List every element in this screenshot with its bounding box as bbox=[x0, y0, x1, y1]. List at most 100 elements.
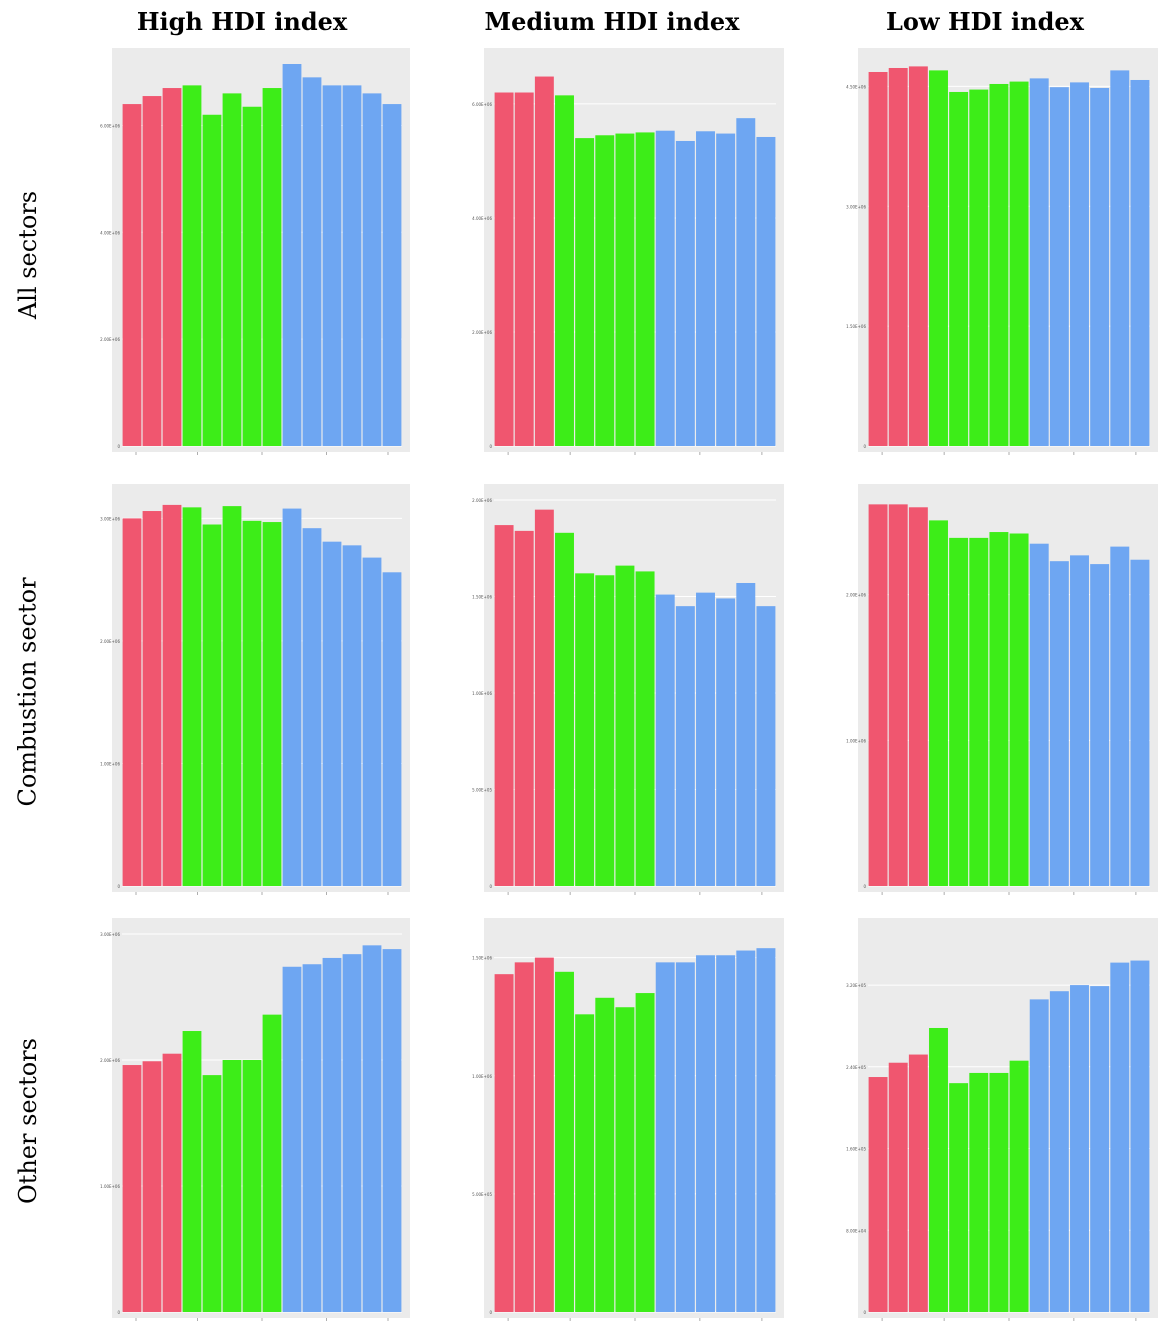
y-tick-label: 2.00E+06 bbox=[472, 330, 492, 335]
chart-svg: 0 1.00E+06 2.00E+06 3.00E+06 bbox=[100, 918, 410, 1321]
y-tick-label: 4.00E+06 bbox=[100, 230, 120, 235]
row-header-all-sectors-label: All sectors bbox=[14, 190, 42, 320]
bar bbox=[1130, 960, 1150, 1312]
bar bbox=[162, 1053, 182, 1312]
bar bbox=[514, 92, 534, 447]
chart-svg: 0 2.00E+06 4.00E+06 6.00E+06 bbox=[472, 48, 784, 455]
bar bbox=[736, 582, 756, 886]
y-tick-label: 5.00E+05 bbox=[472, 788, 492, 793]
bar bbox=[342, 85, 362, 446]
bar bbox=[1049, 87, 1069, 447]
bar bbox=[534, 76, 554, 447]
bar bbox=[868, 504, 888, 886]
bar bbox=[756, 606, 776, 886]
bar bbox=[696, 592, 715, 886]
bar bbox=[595, 135, 615, 446]
row-header-combustion-sector: Combustion sector bbox=[0, 482, 56, 902]
y-tick-label: 1.00E+06 bbox=[472, 691, 492, 696]
bar bbox=[615, 1007, 635, 1312]
bar bbox=[675, 606, 695, 886]
bar bbox=[222, 506, 242, 886]
y-tick-label: 6.00E+06 bbox=[100, 123, 120, 128]
y-tick-label: 1.00E+06 bbox=[846, 738, 866, 743]
chart-combustion-high-hdi: 0 1.00E+06 2.00E+06 3.00E+06 bbox=[100, 484, 410, 902]
bar bbox=[302, 964, 322, 1312]
bar bbox=[888, 67, 908, 446]
y-tick-label: 0 bbox=[117, 1310, 120, 1315]
bar bbox=[908, 1054, 928, 1312]
y-tick-label: 0 bbox=[489, 1310, 492, 1315]
y-tick-label: 2.00E+06 bbox=[100, 337, 120, 342]
bar bbox=[716, 598, 736, 886]
row-header-other-sectors: Other sectors bbox=[0, 916, 56, 1326]
bar bbox=[362, 557, 382, 886]
bar bbox=[989, 532, 1009, 886]
y-tick-label: 0 bbox=[117, 444, 120, 449]
y-tick-label: 1.50E+06 bbox=[472, 595, 492, 600]
column-header-high-hdi: High HDI index bbox=[136, 7, 348, 36]
bar bbox=[615, 565, 635, 886]
bar bbox=[514, 530, 534, 886]
bar bbox=[736, 118, 756, 446]
bar bbox=[382, 949, 402, 1312]
bar bbox=[182, 507, 202, 886]
bar bbox=[302, 77, 322, 447]
bar bbox=[575, 1014, 595, 1312]
chart-combustion-low-hdi: 0 1.00E+06 2.00E+06 bbox=[846, 484, 1158, 902]
bar bbox=[555, 532, 574, 886]
bar bbox=[888, 504, 908, 886]
bar bbox=[1049, 991, 1069, 1312]
bar bbox=[342, 545, 362, 886]
bar bbox=[262, 1014, 282, 1312]
chart-svg: 0 1.00E+06 2.00E+06 bbox=[846, 484, 1158, 895]
bar bbox=[322, 957, 342, 1312]
bar bbox=[262, 88, 282, 446]
bar bbox=[1070, 985, 1089, 1312]
chart-svg: 0 1.00E+06 2.00E+06 3.00E+06 bbox=[100, 484, 410, 895]
bar bbox=[575, 573, 595, 886]
bar bbox=[1029, 543, 1049, 886]
y-tick-label: 0 bbox=[489, 884, 492, 889]
y-tick-label: 4.00E+06 bbox=[472, 216, 492, 221]
y-tick-label: 1.50E+06 bbox=[472, 956, 492, 961]
bar bbox=[655, 962, 675, 1312]
bar bbox=[282, 966, 302, 1312]
bar bbox=[929, 520, 948, 886]
y-tick-label: 0 bbox=[117, 884, 120, 889]
bar bbox=[949, 91, 969, 447]
bar bbox=[534, 509, 554, 886]
bar bbox=[222, 93, 242, 446]
bar bbox=[322, 541, 342, 886]
bar bbox=[969, 537, 989, 886]
bar bbox=[494, 974, 514, 1312]
bar bbox=[555, 971, 574, 1312]
bar bbox=[1029, 999, 1049, 1312]
bar bbox=[969, 1072, 989, 1312]
bar bbox=[162, 88, 182, 446]
y-tick-label: 3.00E+06 bbox=[846, 204, 866, 209]
bar bbox=[1009, 1060, 1029, 1312]
chart-svg: 0 5.00E+05 1.00E+06 1.50E+06 bbox=[472, 918, 784, 1321]
bar bbox=[868, 71, 888, 446]
chart-combustion-medium-hdi: 0 5.00E+05 1.00E+06 1.50E+06 2.00E+06 bbox=[472, 484, 784, 902]
bar bbox=[655, 594, 675, 886]
y-tick-label: 8.00E+04 bbox=[846, 1228, 866, 1233]
y-tick-label: 6.00E+06 bbox=[472, 102, 492, 107]
bar bbox=[1070, 555, 1089, 886]
bar bbox=[534, 957, 554, 1312]
y-tick-label: 1.50E+06 bbox=[846, 324, 866, 329]
bar bbox=[1070, 82, 1089, 447]
bar bbox=[555, 95, 574, 446]
bar bbox=[262, 522, 282, 886]
bar bbox=[242, 520, 262, 886]
bar bbox=[1110, 962, 1130, 1312]
chart-other-sectors-low-hdi: 0 8.00E+04 1.60E+05 2.40E+05 3.20E+05 bbox=[846, 918, 1158, 1328]
bar bbox=[756, 136, 776, 446]
chart-svg: 0 8.00E+04 1.60E+05 2.40E+05 3.20E+05 bbox=[846, 918, 1158, 1321]
y-tick-label: 0 bbox=[863, 444, 866, 449]
chart-other-sectors-medium-hdi: 0 5.00E+05 1.00E+06 1.50E+06 bbox=[472, 918, 784, 1328]
bar bbox=[1090, 564, 1110, 886]
bar bbox=[382, 572, 402, 886]
y-tick-label: 2.00E+06 bbox=[100, 639, 120, 644]
bar bbox=[1049, 561, 1069, 886]
